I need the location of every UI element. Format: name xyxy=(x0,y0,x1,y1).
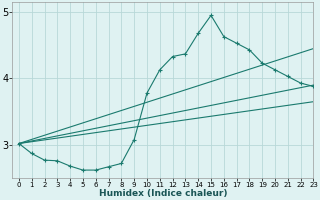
X-axis label: Humidex (Indice chaleur): Humidex (Indice chaleur) xyxy=(99,189,227,198)
